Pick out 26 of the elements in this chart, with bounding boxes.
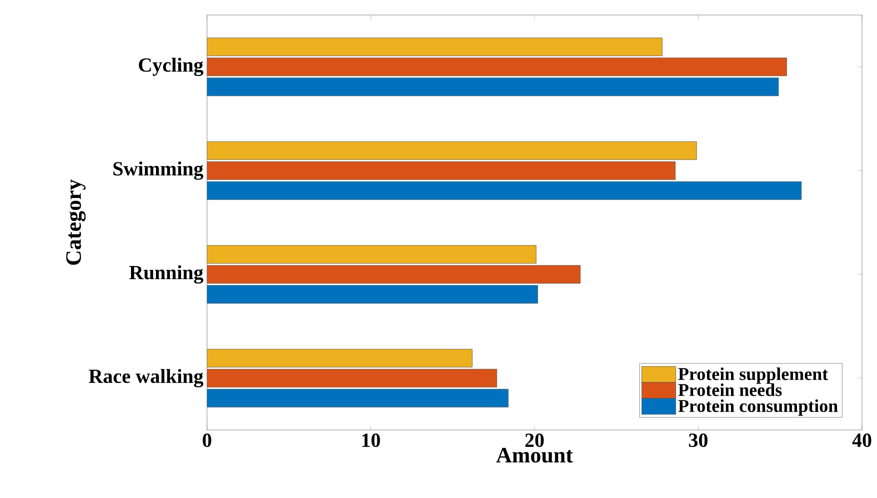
legend-label: Protein consumption <box>678 399 838 416</box>
legend-label: Protein needs <box>678 383 782 396</box>
x-tick-label: 10 <box>362 434 380 448</box>
y-tick-label: Race walking <box>88 368 204 388</box>
y-tick-label: Running <box>129 265 204 284</box>
bar <box>207 368 498 388</box>
bar <box>207 78 779 96</box>
y-axis-title: Category <box>66 179 86 265</box>
x-tick-label: 20 <box>525 434 544 448</box>
bar <box>207 265 581 284</box>
bar <box>207 181 802 200</box>
bar <box>207 285 538 304</box>
y-tick-label: Cycling <box>138 58 204 76</box>
bar <box>207 161 676 180</box>
x-axis-title: Amount <box>496 448 573 463</box>
bar <box>207 141 697 160</box>
bar <box>207 388 508 408</box>
bar <box>207 348 472 368</box>
bar <box>207 245 536 264</box>
x-tick-label: 30 <box>689 434 708 448</box>
x-tick-label: 40 <box>852 434 872 448</box>
legend-label: Protein supplement <box>678 367 828 384</box>
x-tick-label: 0 <box>202 434 212 448</box>
bar <box>207 38 662 56</box>
bar <box>207 58 787 76</box>
y-tick-label: Swimming <box>113 161 204 180</box>
